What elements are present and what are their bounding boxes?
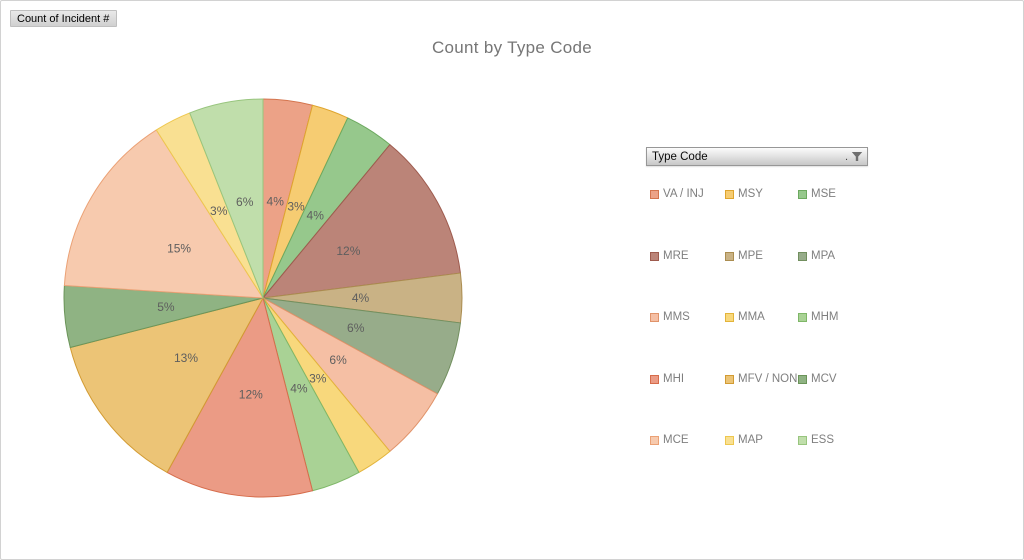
pie-slice-value-label-mma: 3% (309, 372, 327, 386)
legend-label-msy: MSY (738, 188, 763, 200)
legend-swatch-mfv-non (725, 374, 734, 384)
chart-title: Count by Type Code (431, 38, 593, 57)
legend-item-mfv-non[interactable]: MFV / NON (725, 373, 798, 435)
legend-label-mcv: MCV (811, 372, 837, 385)
pie-chart: 4% 3%4%12%4%6%6%3%4%12%13%5%15%3%6% (63, 98, 463, 498)
legend-swatch-mce (650, 436, 659, 446)
legend-item-va-inj[interactable]: VA / INJ (650, 188, 725, 250)
legend-label-mhi: MHI (663, 372, 685, 385)
legend-item-ess[interactable]: ESS (798, 434, 888, 496)
legend-item-msy[interactable]: MSY (725, 188, 798, 250)
legend-swatch-mma (725, 313, 734, 323)
legend-label-mse: MSE (811, 188, 836, 200)
pie-slice-value-label-mfv-non: 13% (174, 351, 198, 365)
legend-swatch-mse (798, 190, 807, 199)
legend-item-mpa[interactable]: MPA (798, 250, 888, 312)
legend-label-mce: MCE (663, 434, 689, 447)
legend-swatch-mhi (650, 374, 659, 384)
pie-slice-value-label-mpe: 4% (352, 291, 370, 305)
pie-slice-value-label-ess: 6% (236, 195, 254, 209)
chart-legend: VA / INJ MSY MSE MRE MPE MPA MMS MMA MHM MHI MFV /… (650, 188, 888, 496)
legend-swatch-msy (725, 190, 734, 199)
legend-label-va-inj: VA / INJ (663, 188, 704, 200)
legend-label-map: MAP (738, 434, 763, 447)
legend-swatch-va-inj (650, 190, 659, 199)
legend-swatch-mcv (798, 374, 807, 384)
legend-item-mcv[interactable]: MCV (798, 373, 888, 435)
funnel-icon (851, 152, 863, 161)
legend-swatch-ess (798, 436, 807, 446)
pie-slice-mre[interactable] (262, 144, 461, 299)
legend-item-mhm[interactable]: MHM (798, 311, 888, 373)
filter-sort-indicator: . (844, 151, 848, 163)
pie-slice-value-label-map: 3% (210, 204, 228, 218)
pie-slice-value-label-mse: 4% (307, 209, 325, 223)
legend-label-mpe: MPE (738, 249, 763, 262)
pie-slice-value-label-msy: 3% (287, 199, 305, 213)
legend-swatch-mre (650, 251, 659, 261)
filter-field-label: Type Code (652, 150, 708, 163)
pivot-field-button[interactable]: Count of Incident # (10, 10, 118, 27)
legend-item-mpe[interactable]: MPE (725, 250, 798, 312)
pie-slice-mfv-non[interactable] (69, 297, 264, 473)
legend-label-ess: ESS (811, 434, 835, 447)
pivot-field-label: Count of Incident # (17, 13, 110, 25)
pie-slice-value-label-mms: 6% (329, 353, 347, 367)
pie-slice-mhi[interactable] (166, 297, 313, 498)
legend-item-mce[interactable]: MCE (650, 434, 725, 496)
legend-item-map[interactable]: MAP (725, 434, 798, 496)
pie-slice-value-label-mre: 12% (336, 244, 360, 258)
pie-slice-value-label-mhm: 4% (290, 382, 308, 396)
pie-slice-mce[interactable] (63, 129, 264, 299)
legend-item-mse[interactable]: MSE (798, 188, 888, 250)
legend-swatch-map (725, 436, 734, 446)
pie-slice-value-label-mcv: 5% (157, 300, 175, 314)
legend-label-mms: MMS (663, 311, 690, 324)
legend-label-mre: MRE (663, 249, 689, 262)
pie-slice-value-label-va-inj: 4% (267, 194, 285, 208)
legend-label-mfv-non: MFV / NON (738, 372, 798, 385)
legend-swatch-mpa (798, 251, 807, 261)
type-code-filter-button[interactable]: Type Code . (646, 147, 868, 166)
legend-label-mma: MMA (738, 311, 765, 324)
pie-slice-value-label-mce: 15% (167, 241, 191, 255)
legend-swatch-mhm (798, 313, 807, 323)
legend-swatch-mpe (725, 251, 734, 261)
legend-label-mpa: MPA (811, 249, 836, 262)
pie-slice-value-label-mhi: 12% (239, 388, 263, 402)
legend-item-mre[interactable]: MRE (650, 250, 725, 312)
legend-item-mms[interactable]: MMS (650, 311, 725, 373)
pie-slice-ess[interactable] (189, 98, 264, 299)
pie-slice-value-label-mpa: 6% (347, 321, 365, 335)
legend-item-mhi[interactable]: MHI (650, 373, 725, 435)
legend-swatch-mms (650, 313, 659, 323)
legend-label-mhm: MHM (811, 311, 839, 324)
legend-item-mma[interactable]: MMA (725, 311, 798, 373)
